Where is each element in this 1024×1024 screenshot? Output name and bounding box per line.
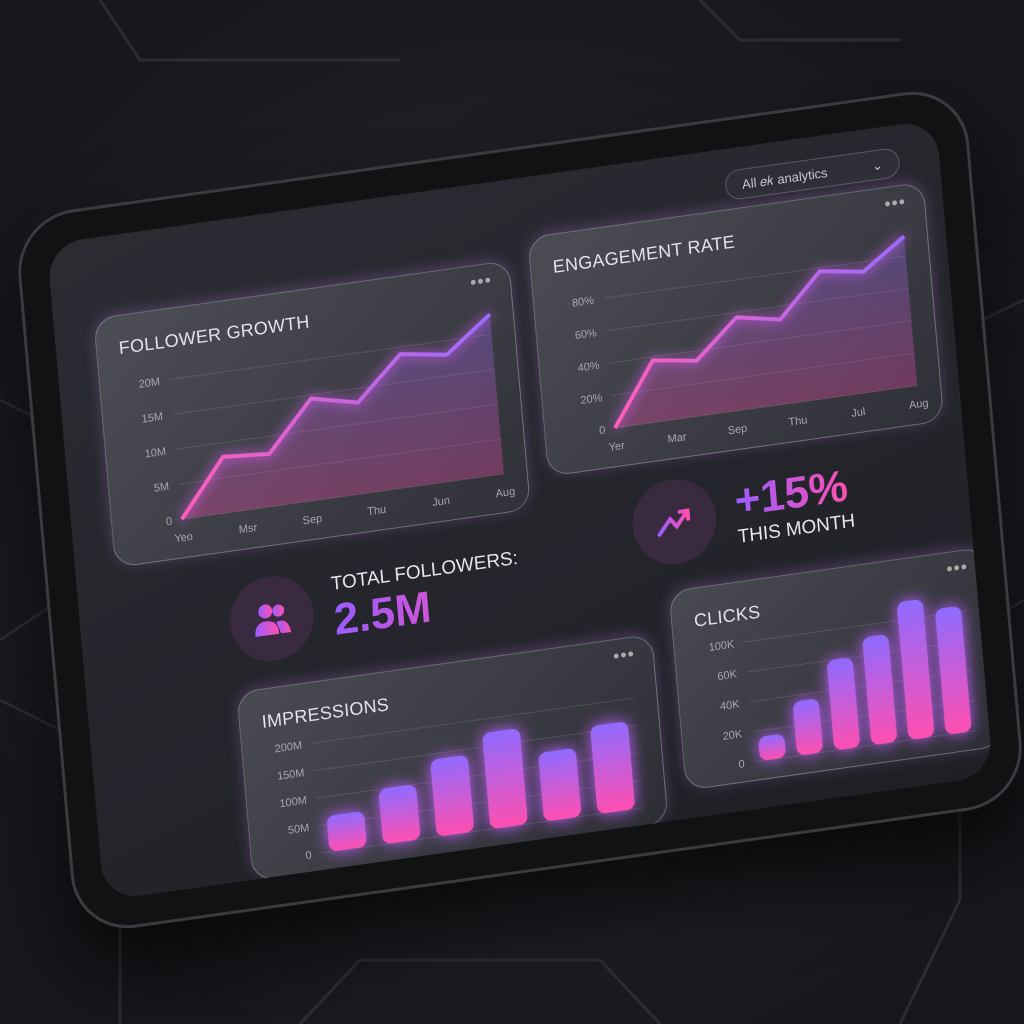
x-tick-label: Yeo	[174, 531, 193, 546]
bar	[430, 755, 474, 836]
y-tick-label: 80%	[572, 295, 595, 310]
gridline	[311, 697, 634, 744]
bar	[482, 728, 528, 829]
bar	[590, 722, 635, 814]
series-line	[180, 312, 492, 521]
bar	[793, 699, 823, 755]
y-tick-label: 60K	[717, 668, 738, 683]
x-tick-label: Thu	[367, 504, 387, 519]
bar	[827, 658, 860, 750]
engagement-rate-card: ENGAGEMENT RATE ••• 0 20% 40% 60% 80% Yer Mar S…	[527, 181, 945, 477]
bar	[758, 734, 786, 760]
bar	[935, 606, 972, 734]
y-tick-label: 40K	[720, 698, 741, 713]
x-tick-label: Aug	[909, 397, 929, 412]
x-tick-label: Jun	[432, 495, 451, 509]
x-tick-label: Mar	[667, 431, 687, 446]
follower-growth-card: FOLLOWER GROWTH ••• 0 5M 10M 15M 20M Yeo Msr Se…	[93, 260, 531, 568]
dropdown-value: All 𝑒𝑘 analytics	[741, 164, 829, 192]
chart-plot: 0 20% 40% 60% 80% Yer Mar Sep Thu Jul Aug	[572, 234, 929, 454]
area-fill	[615, 236, 918, 428]
y-tick-label: 20K	[722, 728, 743, 743]
gridline	[744, 610, 967, 643]
y-tick-label: 20%	[580, 392, 603, 407]
gridline	[316, 752, 639, 799]
x-tick-label: Sep	[302, 513, 322, 528]
gridline	[314, 724, 637, 772]
area-fill	[181, 314, 504, 520]
y-tick-label: 0	[305, 849, 312, 862]
y-tick-label: 10M	[144, 446, 166, 461]
users-icon	[226, 570, 318, 667]
gridline	[169, 333, 492, 380]
series-line	[613, 234, 906, 429]
gridline	[603, 255, 906, 299]
chevron-down-icon: ⌄	[871, 157, 884, 174]
y-tick-label: 0	[738, 758, 745, 771]
y-tick-label: 100K	[708, 638, 735, 654]
gridline	[751, 700, 975, 733]
trending-up-icon	[629, 473, 720, 570]
monthly-growth-stat: +15% THIS MONTH	[629, 455, 856, 570]
y-tick-label: 150M	[277, 767, 305, 783]
x-tick-label: Thu	[788, 414, 808, 429]
y-tick-label: 5M	[153, 481, 169, 495]
y-tick-label: 0	[166, 516, 173, 529]
y-tick-label: 40%	[577, 360, 600, 375]
clicks-card: CLICKS ••• 0 20K 40K 60K 100K	[668, 546, 994, 791]
total-followers-stat: TOTAL FOLLOWERS: 2.5M	[226, 542, 524, 667]
x-tick-label: Jul	[851, 406, 866, 420]
x-tick-label: Sep	[727, 423, 747, 438]
impressions-card: IMPRESSIONS ••• 0 50M 100M 150M 200M	[236, 633, 669, 882]
tablet-device: All 𝑒𝑘 analytics ⌄ FOLLOWER GROWTH ••• 0…	[13, 84, 1024, 936]
x-tick-label: Aug	[495, 486, 515, 501]
y-tick-label: 0	[599, 424, 606, 437]
chart-plot: 0 5M 10M 15M 20M Yeo Msr Sep Thu Jun Aug	[138, 312, 516, 546]
x-tick-label: Msr	[238, 522, 258, 537]
bar	[538, 748, 581, 821]
bar	[379, 785, 421, 844]
x-tick-label: Yer	[608, 440, 625, 454]
gridline	[319, 779, 641, 827]
gridline	[749, 670, 973, 703]
bar	[897, 599, 934, 740]
chart-plot: 0 20K 40K 60K 100K	[708, 599, 978, 771]
y-tick-label: 15M	[141, 411, 163, 426]
y-tick-label: 200M	[274, 740, 302, 756]
y-tick-label: 20M	[138, 376, 160, 391]
bar	[862, 635, 897, 745]
gridline	[754, 729, 978, 763]
chart-plot: 0 50M 100M 150M 200M	[274, 697, 644, 862]
bar	[327, 811, 367, 851]
y-tick-label: 100M	[279, 795, 307, 811]
y-tick-label: 50M	[288, 822, 310, 837]
y-tick-label: 60%	[574, 327, 597, 342]
dashboard-screen: All 𝑒𝑘 analytics ⌄ FOLLOWER GROWTH ••• 0…	[46, 119, 994, 901]
gridline	[321, 807, 644, 854]
gridline	[746, 640, 970, 673]
